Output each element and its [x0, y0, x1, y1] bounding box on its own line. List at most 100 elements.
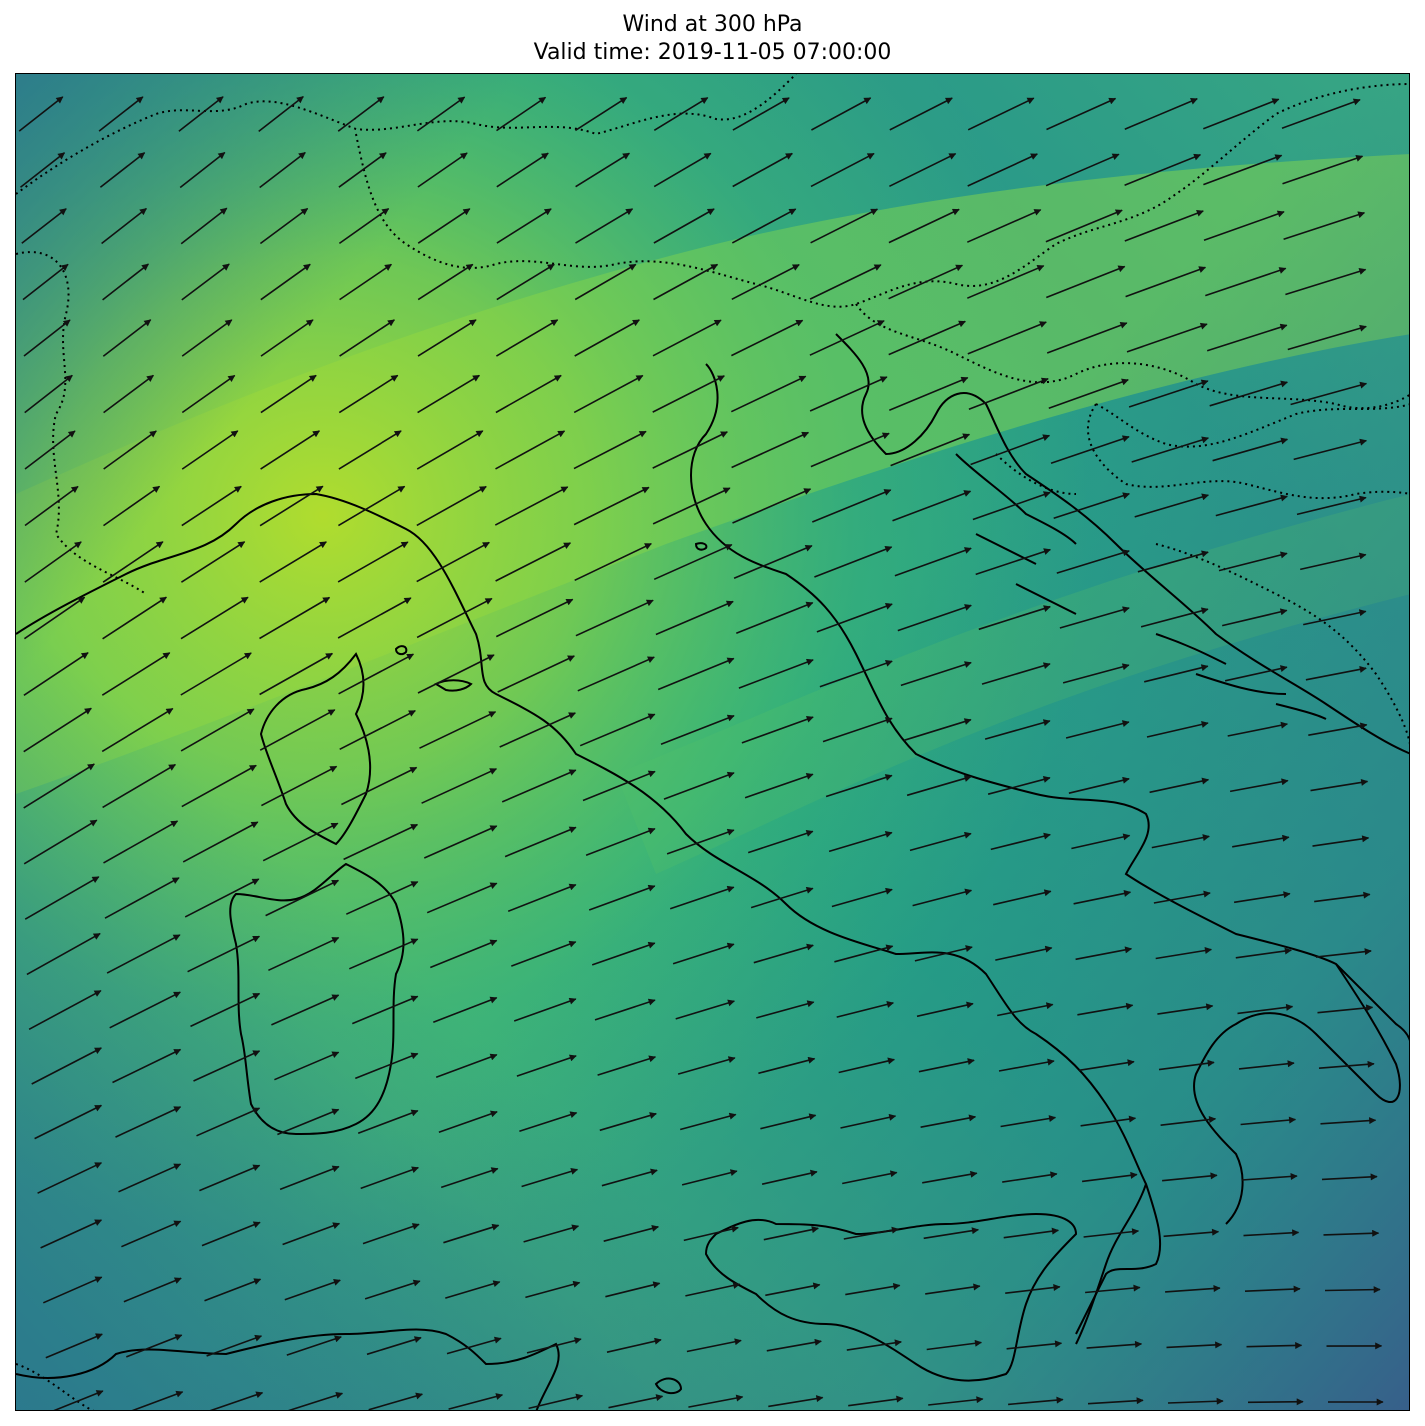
wind-arrow [1233, 891, 1291, 904]
wind-arrow [419, 711, 497, 749]
wind-arrow [1285, 268, 1367, 296]
wind-arrow [894, 547, 972, 577]
wind-arrow [845, 1282, 901, 1296]
wind-arrow [1078, 1059, 1135, 1072]
wind-arrow [736, 601, 814, 635]
wind-arrow [42, 1276, 103, 1304]
wind-arrow [433, 996, 498, 1023]
wind-arrow [416, 96, 466, 132]
wind-arrow [181, 430, 239, 470]
wind-arrow [417, 208, 471, 244]
wind-arrow [339, 319, 395, 357]
wind-arrow [206, 1334, 263, 1357]
wind-arrow [655, 600, 734, 636]
wind-arrow [1323, 1229, 1380, 1237]
wind-arrow [180, 596, 249, 640]
wind-arrow [601, 1168, 658, 1187]
wind-arrow [180, 207, 228, 245]
wind-arrow [417, 263, 474, 301]
wind-arrow [1218, 551, 1288, 572]
wind-arrow [103, 485, 161, 527]
wind-arrow [1312, 835, 1370, 847]
wind-arrow [750, 886, 814, 909]
wind-arrow [836, 1001, 894, 1018]
wind-arrow [760, 1113, 817, 1130]
wind-arrow [1160, 1116, 1217, 1126]
wind-arrow [738, 658, 814, 689]
wind-arrow [731, 208, 797, 244]
wind-arrow [1232, 834, 1290, 848]
wind-arrow [201, 1221, 261, 1247]
wind-arrow [1053, 492, 1130, 519]
wind-arrow [1243, 1229, 1300, 1237]
wind-map [16, 74, 1409, 1410]
wind-arrow [187, 935, 261, 973]
wind-arrow [260, 319, 314, 357]
wind-arrow [1151, 834, 1210, 849]
wind-arrow [888, 264, 964, 300]
wind-arrow [987, 776, 1051, 795]
wind-arrow [53, 1390, 104, 1410]
wind-arrow [262, 822, 339, 862]
wind-arrow [928, 1396, 984, 1406]
wind-arrow [574, 319, 640, 357]
wind-arrow [653, 208, 715, 244]
wind-arrow [23, 319, 71, 357]
wind-arrow [998, 1058, 1055, 1072]
wind-arrow [24, 430, 76, 470]
wind-arrow [126, 1334, 183, 1358]
wind-arrow [1045, 209, 1123, 243]
wind-arrow [115, 1106, 182, 1138]
wind-arrow [1006, 1340, 1063, 1350]
wind-arrow [756, 1000, 815, 1019]
wind-arrow [1237, 1003, 1294, 1015]
wind-arrow [675, 999, 735, 1020]
wind-arrow [1124, 153, 1202, 186]
wind-arrow [435, 1053, 498, 1078]
wind-arrow [1071, 833, 1131, 850]
wind-arrow [916, 1001, 974, 1018]
wind-arrow [121, 1220, 182, 1248]
wind-arrow [496, 96, 547, 132]
wind-arrow [1162, 1172, 1218, 1182]
wind-arrow [731, 263, 800, 301]
wind-arrow [731, 431, 810, 469]
wind-arrow [24, 541, 82, 583]
wind-arrow [416, 430, 484, 470]
wind-arrow [357, 1109, 419, 1135]
wind-arrow [1008, 1396, 1064, 1406]
wind-arrow [1203, 210, 1285, 241]
wind-arrow [1209, 380, 1288, 407]
wind-arrow [1003, 1227, 1059, 1239]
wind-arrow [338, 430, 402, 470]
wind-arrow [204, 1278, 262, 1302]
wind-arrow [1128, 379, 1209, 408]
wind-arrow [445, 1280, 501, 1299]
wind-arrow [834, 944, 894, 963]
wind-arrow [511, 940, 577, 967]
wind-arrow [744, 773, 814, 799]
wind-arrow [1318, 1060, 1375, 1069]
wind-arrow [101, 652, 171, 696]
wind-arrow [1205, 267, 1287, 297]
wind-arrow [345, 881, 419, 915]
wind-arrow [967, 321, 1047, 355]
wind-arrow [766, 1338, 822, 1352]
wind-arrow [1238, 1060, 1295, 1070]
wind-arrow [1287, 324, 1367, 351]
wind-arrow [277, 1108, 340, 1136]
wind-arrow [495, 319, 559, 357]
wind-arrow [181, 485, 242, 527]
wind-arrow [889, 152, 957, 188]
wind-arrow [258, 95, 304, 133]
wind-arrow [182, 821, 259, 863]
wind-arrow [666, 828, 735, 855]
wind-arrow [660, 714, 735, 746]
wind-arrow [577, 656, 655, 692]
wind-arrow [1163, 1228, 1220, 1238]
wind-arrow [1134, 493, 1209, 518]
wind-arrow [180, 541, 246, 583]
wind-arrow [967, 97, 1035, 131]
wind-arrow [975, 548, 1051, 576]
wind-arrow [438, 1110, 498, 1133]
